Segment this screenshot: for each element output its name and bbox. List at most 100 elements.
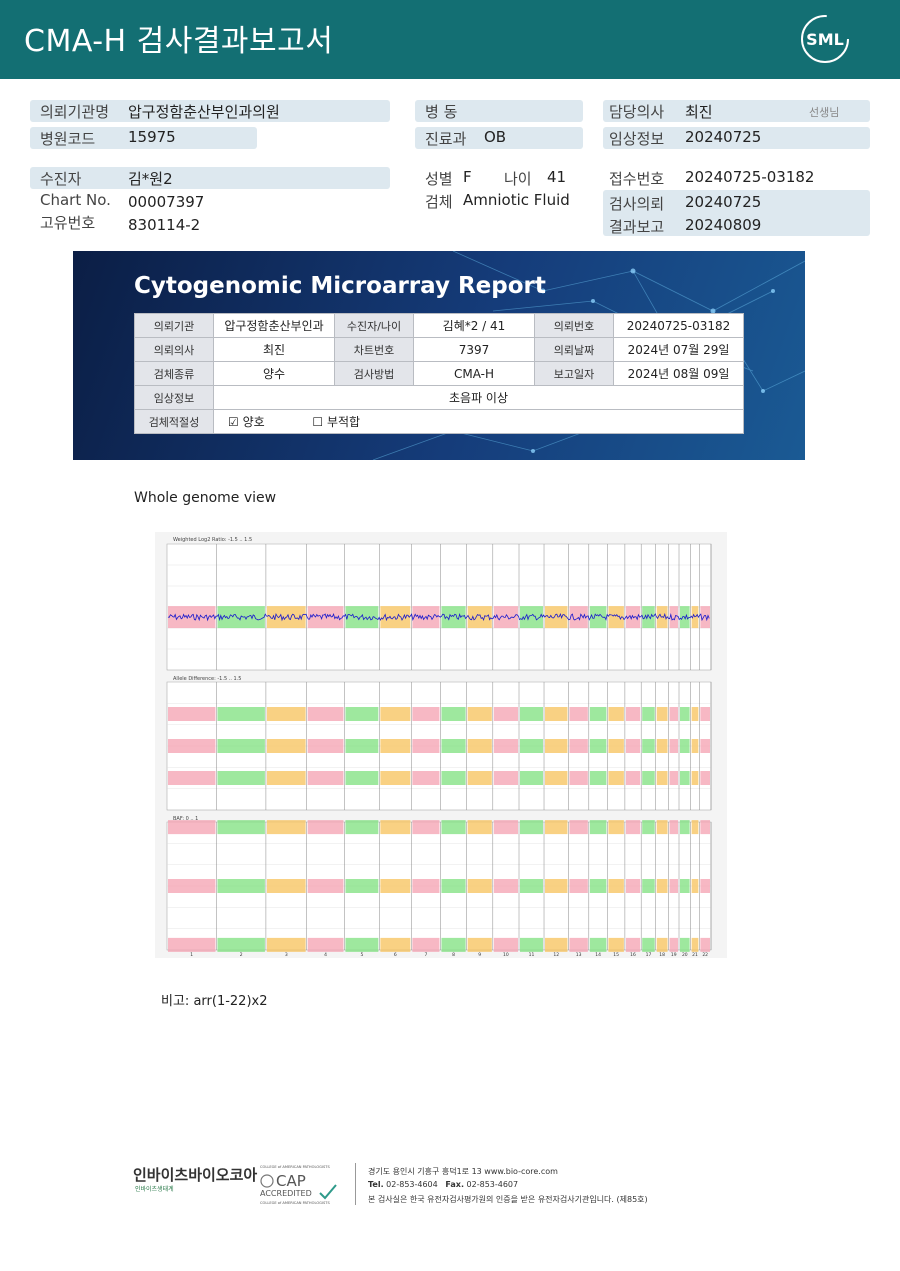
- ward-bar: [415, 100, 583, 122]
- req-inst-bar: [30, 100, 390, 122]
- table-cell: 압구정함춘산부인과: [213, 313, 335, 338]
- chromosome-tick-label: 7: [424, 952, 427, 958]
- adequacy-bad-label: 부적합: [326, 415, 361, 429]
- table-cell: 양수: [213, 361, 335, 386]
- whole-genome-plot: Weighted Log2 Ratio: -1.5 .. 1.5 Allele …: [155, 532, 727, 958]
- fax-value: 02-853-4607: [466, 1180, 519, 1189]
- table-cell: 의뢰기관: [134, 313, 214, 338]
- cap-top-text: COLLEGE of AMERICAN PATHOLOGISTS: [260, 1165, 330, 1169]
- svg-text:COLLEGE of AMERICAN PATHOLOGIS: COLLEGE of AMERICAN PATHOLOGISTS: [260, 1201, 330, 1205]
- dept-bar: [415, 127, 583, 149]
- table-row: 검체적절성 ☑ 양호 ☐ 부적합: [134, 409, 744, 434]
- uid-value: 830114-2: [128, 216, 201, 234]
- adequacy-label: 검체적절성: [134, 409, 214, 434]
- chromosome-tick-label: 14: [595, 952, 601, 958]
- chromosome-tick-label: 11: [529, 952, 535, 958]
- doctor-value: 최진: [685, 103, 713, 121]
- cma-report-banner: Cytogenomic Microarray Report 의뢰기관 압구정함춘…: [73, 251, 805, 460]
- table-cell: 20240725-03182: [613, 313, 744, 338]
- chromosome-tick-label: 18: [659, 952, 665, 958]
- banner-title: Cytogenomic Microarray Report: [134, 273, 546, 299]
- logo-text: SML: [806, 30, 844, 49]
- req-inst-value: 압구정함춘산부인과의원: [128, 103, 280, 121]
- chromosome-tick-label: 19: [671, 952, 677, 958]
- chromosome-tick-label: 17: [646, 952, 652, 958]
- chromosome-tick-label: 10: [503, 952, 509, 958]
- chromosome-tick-label: 2: [240, 952, 243, 958]
- panel1-title: Weighted Log2 Ratio: -1.5 .. 1.5: [173, 537, 252, 543]
- fax-label: Fax.: [445, 1180, 464, 1189]
- patient-value: 김*원2: [128, 170, 173, 188]
- patient-label: 수진자: [40, 170, 82, 188]
- adequacy-good-checkbox-icon: ☑: [228, 415, 239, 429]
- table-cell: 2024년 07월 29일: [613, 337, 744, 362]
- report-header: [0, 0, 900, 79]
- chromosome-tick-label: 8: [452, 952, 455, 958]
- adequacy-bad-checkbox-icon: ☐: [312, 415, 324, 429]
- dept-value: OB: [484, 128, 507, 146]
- req-date-value: 20240725: [685, 193, 762, 211]
- report-date-label: 결과보고: [609, 218, 665, 236]
- clinical-label: 임상정보: [609, 130, 665, 148]
- chromosome-tick-label: 4: [324, 952, 327, 958]
- chromosome-tick-label: 15: [613, 952, 619, 958]
- hosp-code-bar: [30, 127, 257, 149]
- adequacy-options: ☑ 양호 ☐ 부적합: [213, 409, 744, 434]
- table-cell: 의뢰의사: [134, 337, 214, 362]
- table-cell: 검체종류: [134, 361, 214, 386]
- table-cell: 수진자/나이: [334, 313, 414, 338]
- panel3-title: BAF: 0 .. 1: [173, 816, 198, 822]
- clinical-bar: [603, 127, 870, 149]
- specimen-label: 검체: [425, 193, 453, 211]
- chromosome-tick-label: 22: [702, 952, 708, 958]
- log2-ratio-line: [167, 612, 710, 622]
- table-row: 검체종류 양수 검사방법 CMA-H 보고일자 2024년 08월 09일: [134, 361, 744, 386]
- footer-note: 본 검사실은 한국 유전자검사평가원의 인증을 받은 유전자검사기관입니다. (…: [368, 1195, 648, 1204]
- footer-address: 경기도 용인시 기흥구 흥덕1로 13 www.bio-core.com: [368, 1167, 558, 1176]
- genome-view-label: Whole genome view: [134, 490, 277, 506]
- sex-value: F: [463, 168, 472, 186]
- tel-label: Tel.: [368, 1180, 384, 1189]
- specimen-value: Amniotic Fluid: [463, 191, 570, 209]
- table-cell: 2024년 08월 09일: [613, 361, 744, 386]
- footer-contacts: Tel. 02-853-4604 Fax. 02-853-4607: [368, 1180, 518, 1189]
- table-row: 의뢰의사 최진 차트번호 7397 의뢰날짜 2024년 07월 29일: [134, 337, 744, 362]
- chart-label: Chart No.: [40, 191, 111, 209]
- tel-value: 02-853-4604: [386, 1180, 438, 1189]
- report-summary-table: 의뢰기관 압구정함춘산부인과 수진자/나이 김혜*2 / 41 의뢰번호 202…: [134, 313, 744, 434]
- panel2-title: Allele Difference: -1.5 .. 1.5: [173, 676, 241, 682]
- chromosome-tick-label: 20: [682, 952, 688, 958]
- chromosome-tick-label: 21: [692, 952, 698, 958]
- report-date-value: 20240809: [685, 216, 762, 234]
- uid-label: 고유번호: [40, 214, 96, 232]
- report-title: CMA-H 검사결과보고서: [24, 24, 334, 59]
- age-value: 41: [547, 168, 567, 186]
- dept-label: 진료과: [425, 130, 467, 148]
- accession-label: 접수번호: [609, 170, 665, 188]
- chromosome-tick-label: 6: [394, 952, 397, 958]
- chromosome-tick-label: 5: [360, 952, 363, 958]
- chromosome-tick-label: 16: [630, 952, 636, 958]
- clinical-info-label: 임상정보: [134, 385, 214, 410]
- table-cell: 의뢰날짜: [534, 337, 614, 362]
- table-cell: 의뢰번호: [534, 313, 614, 338]
- clinical-info-value: 초음파 이상: [213, 385, 744, 410]
- table-row: 임상정보 초음파 이상: [134, 385, 744, 410]
- cap-accredited-text: ACCREDITED: [260, 1189, 312, 1198]
- hosp-code-value: 15975: [128, 128, 176, 146]
- table-cell: 차트번호: [334, 337, 414, 362]
- req-date-label: 검사의뢰: [609, 195, 665, 213]
- chromosome-tick-label: 12: [553, 952, 559, 958]
- table-cell: 검사방법: [334, 361, 414, 386]
- req-inst-label: 의뢰기관명: [40, 103, 110, 121]
- chromosome-tick-label: 3: [285, 952, 288, 958]
- chromosome-tick-label: 1: [190, 952, 193, 958]
- table-cell: 최진: [213, 337, 335, 362]
- hosp-code-label: 병원코드: [40, 130, 96, 148]
- chromosome-tick-label: 13: [576, 952, 582, 958]
- table-cell: 김혜*2 / 41: [413, 313, 535, 338]
- adequacy-good-label: 양호: [242, 415, 265, 429]
- company-logo: 인바이츠바이오코아: [133, 1166, 258, 1184]
- patient-bar: [30, 167, 390, 189]
- doctor-suffix: 선생님: [809, 106, 840, 119]
